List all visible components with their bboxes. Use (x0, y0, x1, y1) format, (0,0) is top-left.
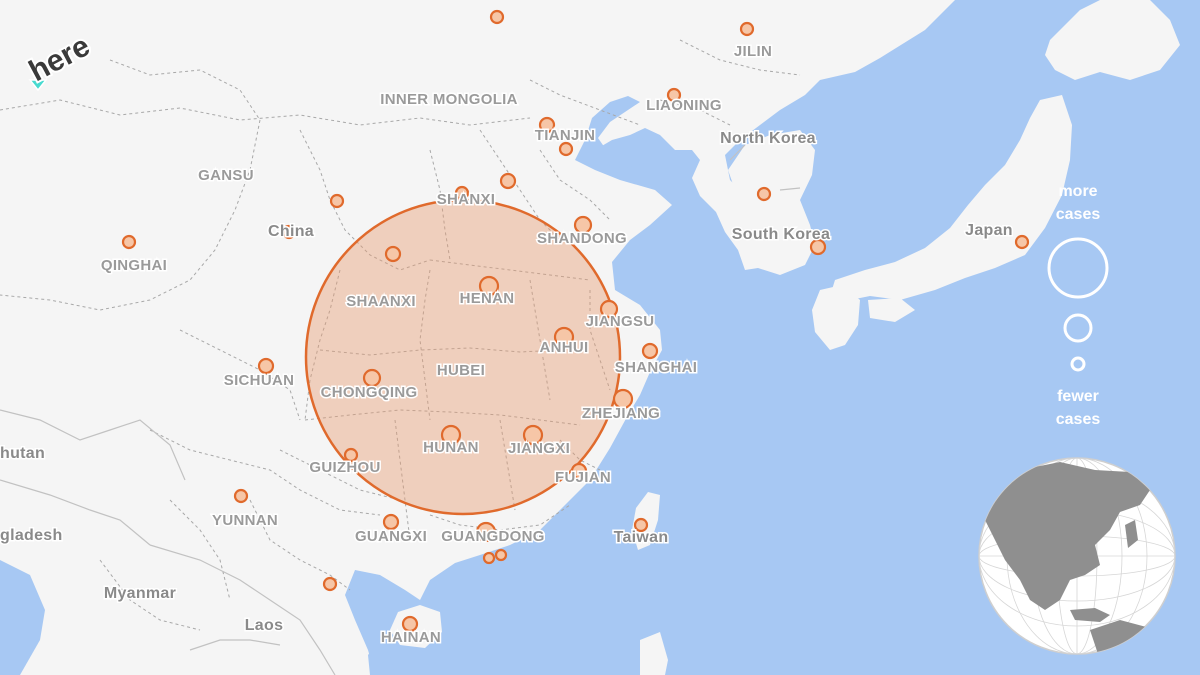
japan-shikoku (868, 298, 915, 322)
marker-jilin[interactable] (739, 21, 755, 37)
legend-more-label: more (1058, 183, 1097, 200)
label-gansu: GANSU (198, 167, 254, 184)
label-north-korea: North Korea (720, 130, 816, 147)
label-shandong: SHANDONG (537, 230, 627, 247)
marker-hunan[interactable] (440, 424, 462, 446)
label-south-korea: South Korea (732, 226, 830, 243)
label-taiwan: Taiwan (614, 529, 669, 546)
marker-shaanxi[interactable] (384, 245, 402, 263)
marker-ningxia[interactable] (329, 193, 345, 209)
legend-more-cases-label: cases (1056, 206, 1101, 223)
legend-fewer-label: fewer (1057, 388, 1099, 405)
label-myanmar: Myanmar (104, 585, 176, 602)
label-liaoning: LIAONING (646, 97, 722, 114)
marker-beijing[interactable] (538, 116, 556, 134)
marker-sichuan[interactable] (257, 357, 275, 375)
marker-henan[interactable] (478, 275, 500, 297)
indochina-gulf (368, 640, 395, 675)
marker-jiangsu[interactable] (599, 299, 619, 319)
label-bhutan: hutan (0, 445, 45, 462)
label-fujian: FUJIAN (555, 469, 611, 486)
label-laos: Laos (245, 617, 284, 634)
label-chongqing: CHONGQING (321, 384, 418, 401)
marker-chongqing[interactable] (362, 368, 382, 388)
marker-guangxi[interactable] (382, 513, 400, 531)
bohai-sea (595, 135, 662, 168)
marker-gansu[interactable] (281, 224, 297, 240)
country-labels: China North Korea South Korea Japan Taiw… (0, 129, 1014, 636)
globe-asia-landmass (985, 462, 1150, 610)
label-zhejiang: ZHEJIANG (582, 405, 660, 422)
legend-small-circle (1070, 356, 1086, 372)
label-inner-mongolia: INNER MONGOLIA (380, 91, 518, 108)
label-jilin: JILIN (734, 43, 772, 60)
japan-hokkaido (1045, 0, 1180, 80)
here-logo-mark (28, 79, 48, 92)
marker-north-korea[interactable] (756, 186, 772, 202)
globe-inset (978, 457, 1176, 655)
marker-fujian[interactable] (570, 462, 588, 480)
label-china: China (268, 223, 314, 240)
marker-hebei[interactable] (499, 172, 517, 190)
label-jiangsu: JIANGSU (586, 313, 655, 330)
marker-tianjin[interactable] (558, 141, 574, 157)
japan-kyushu (812, 285, 860, 350)
label-hunan: HUNAN (423, 439, 479, 456)
marker-guangdong[interactable] (475, 521, 497, 543)
label-jiangxi: JIANGXI (508, 440, 570, 457)
label-shaanxi: SHAANXI (346, 293, 416, 310)
label-yunnan: YUNNAN (212, 512, 278, 529)
globe-indonesia (1070, 608, 1110, 622)
label-japan: Japan (965, 222, 1013, 239)
label-hainan: HAINAN (381, 629, 441, 646)
marker-shanxi[interactable] (454, 185, 470, 201)
southeast-asia-coast (0, 560, 45, 675)
marker-south-korea[interactable] (809, 238, 827, 256)
legend-medium-circle (1063, 313, 1093, 343)
japan-honshu (830, 95, 1072, 300)
marker-zhejiang[interactable] (612, 388, 634, 410)
legend-large-circle (1047, 237, 1109, 299)
marker-hongkong[interactable] (494, 548, 508, 562)
label-guangdong: GUANGDONG (441, 528, 545, 545)
marker-liaoning[interactable] (666, 87, 682, 103)
province-borders (0, 39, 801, 631)
label-guangxi: GUANGXI (355, 528, 427, 545)
label-guizhou: GUIZHOU (309, 459, 380, 476)
country-borders (0, 144, 801, 675)
mainland-land (0, 0, 955, 675)
province-labels: INNER MONGOLIA JILIN LIAONING TIANJIN GA… (99, 42, 773, 648)
marker-taiwan[interactable] (633, 517, 649, 533)
marker-shanghai[interactable] (641, 342, 659, 360)
legend: more cases fewer cases (1047, 183, 1109, 428)
case-markers[interactable] (121, 9, 1030, 633)
marker-shandong[interactable] (573, 215, 593, 235)
marker-japan[interactable] (1014, 234, 1030, 250)
marker-yunnan[interactable] (233, 488, 249, 504)
marker-heilongjiang[interactable] (489, 9, 505, 25)
label-tianjin: TIANJIN (535, 127, 595, 144)
legend-fewer-cases-label: cases (1056, 411, 1101, 428)
label-shanghai: SHANGHAI (615, 359, 697, 376)
label-qinghai: QINGHAI (101, 257, 167, 274)
marker-qinghai[interactable] (121, 234, 137, 250)
label-sichuan: SICHUAN (224, 372, 294, 389)
marker-guizhou[interactable] (343, 447, 359, 463)
label-shanxi: SHANXI (437, 191, 495, 208)
korea-land (728, 130, 815, 275)
label-henan: HENAN (460, 290, 515, 307)
label-anhui: ANHUI (540, 339, 589, 356)
south-sea-peninsula (640, 632, 668, 675)
marker-vietnam[interactable] (322, 576, 338, 592)
marker-jiangxi[interactable] (522, 424, 544, 446)
label-bangladesh: gladesh (0, 527, 63, 544)
marker-hainan[interactable] (401, 615, 419, 633)
globe-japan (1125, 520, 1138, 548)
marker-anhui[interactable] (553, 326, 575, 348)
marker-macau[interactable] (482, 551, 496, 565)
label-hubei: HUBEI (437, 362, 485, 379)
